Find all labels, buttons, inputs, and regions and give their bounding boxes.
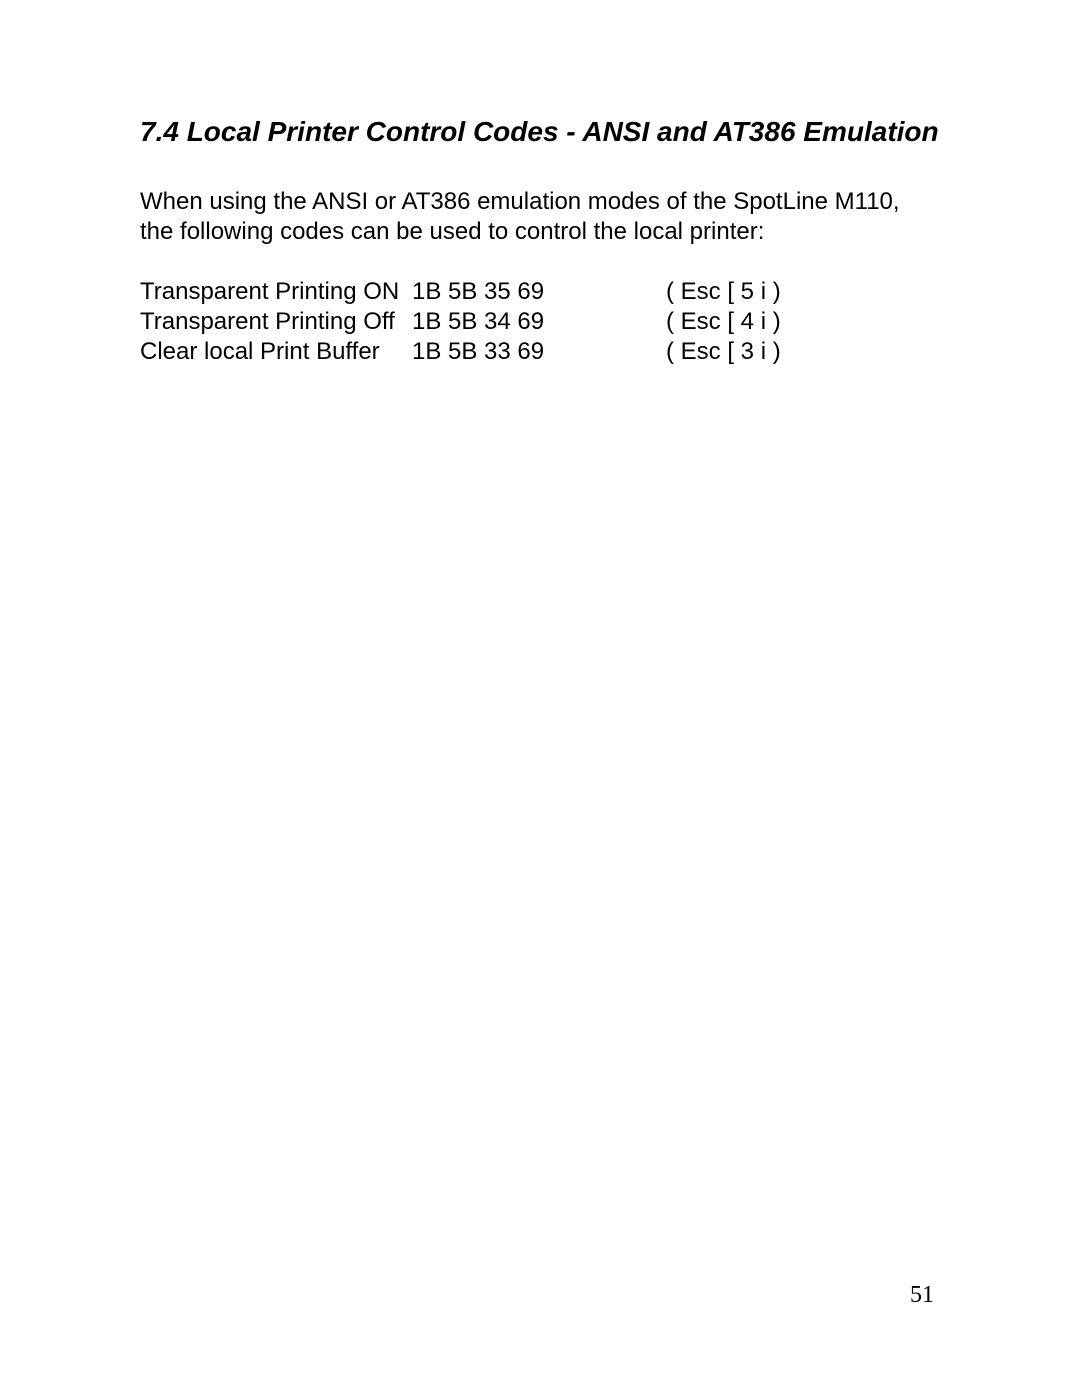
code-hex: 1B 5B 34 69 xyxy=(412,307,666,337)
code-escape-sequence: ( Esc [ 5 i ) xyxy=(666,277,781,307)
code-escape-sequence: ( Esc [ 3 i ) xyxy=(666,337,781,367)
code-description: Transparent Printing ON xyxy=(140,277,412,307)
page-number: 51 xyxy=(910,1282,934,1309)
table-row: Transparent Printing ON 1B 5B 35 69 ( Es… xyxy=(140,277,781,307)
code-hex: 1B 5B 35 69 xyxy=(412,277,666,307)
intro-line-2: the following codes can be used to contr… xyxy=(140,218,764,245)
code-description: Transparent Printing Off xyxy=(140,307,412,337)
code-description: Clear local Print Buffer xyxy=(140,337,412,367)
intro-paragraph: When using the ANSI or AT386 emulation m… xyxy=(140,187,940,247)
table-row: Transparent Printing Off 1B 5B 34 69 ( E… xyxy=(140,307,781,337)
section-heading: 7.4 Local Printer Control Codes - ANSI a… xyxy=(140,114,940,149)
code-hex: 1B 5B 33 69 xyxy=(412,337,666,367)
intro-line-1: When using the ANSI or AT386 emulation m… xyxy=(140,188,900,215)
codes-table: Transparent Printing ON 1B 5B 35 69 ( Es… xyxy=(140,277,781,367)
document-page: 7.4 Local Printer Control Codes - ANSI a… xyxy=(0,0,1080,1397)
code-escape-sequence: ( Esc [ 4 i ) xyxy=(666,307,781,337)
table-row: Clear local Print Buffer 1B 5B 33 69 ( E… xyxy=(140,337,781,367)
